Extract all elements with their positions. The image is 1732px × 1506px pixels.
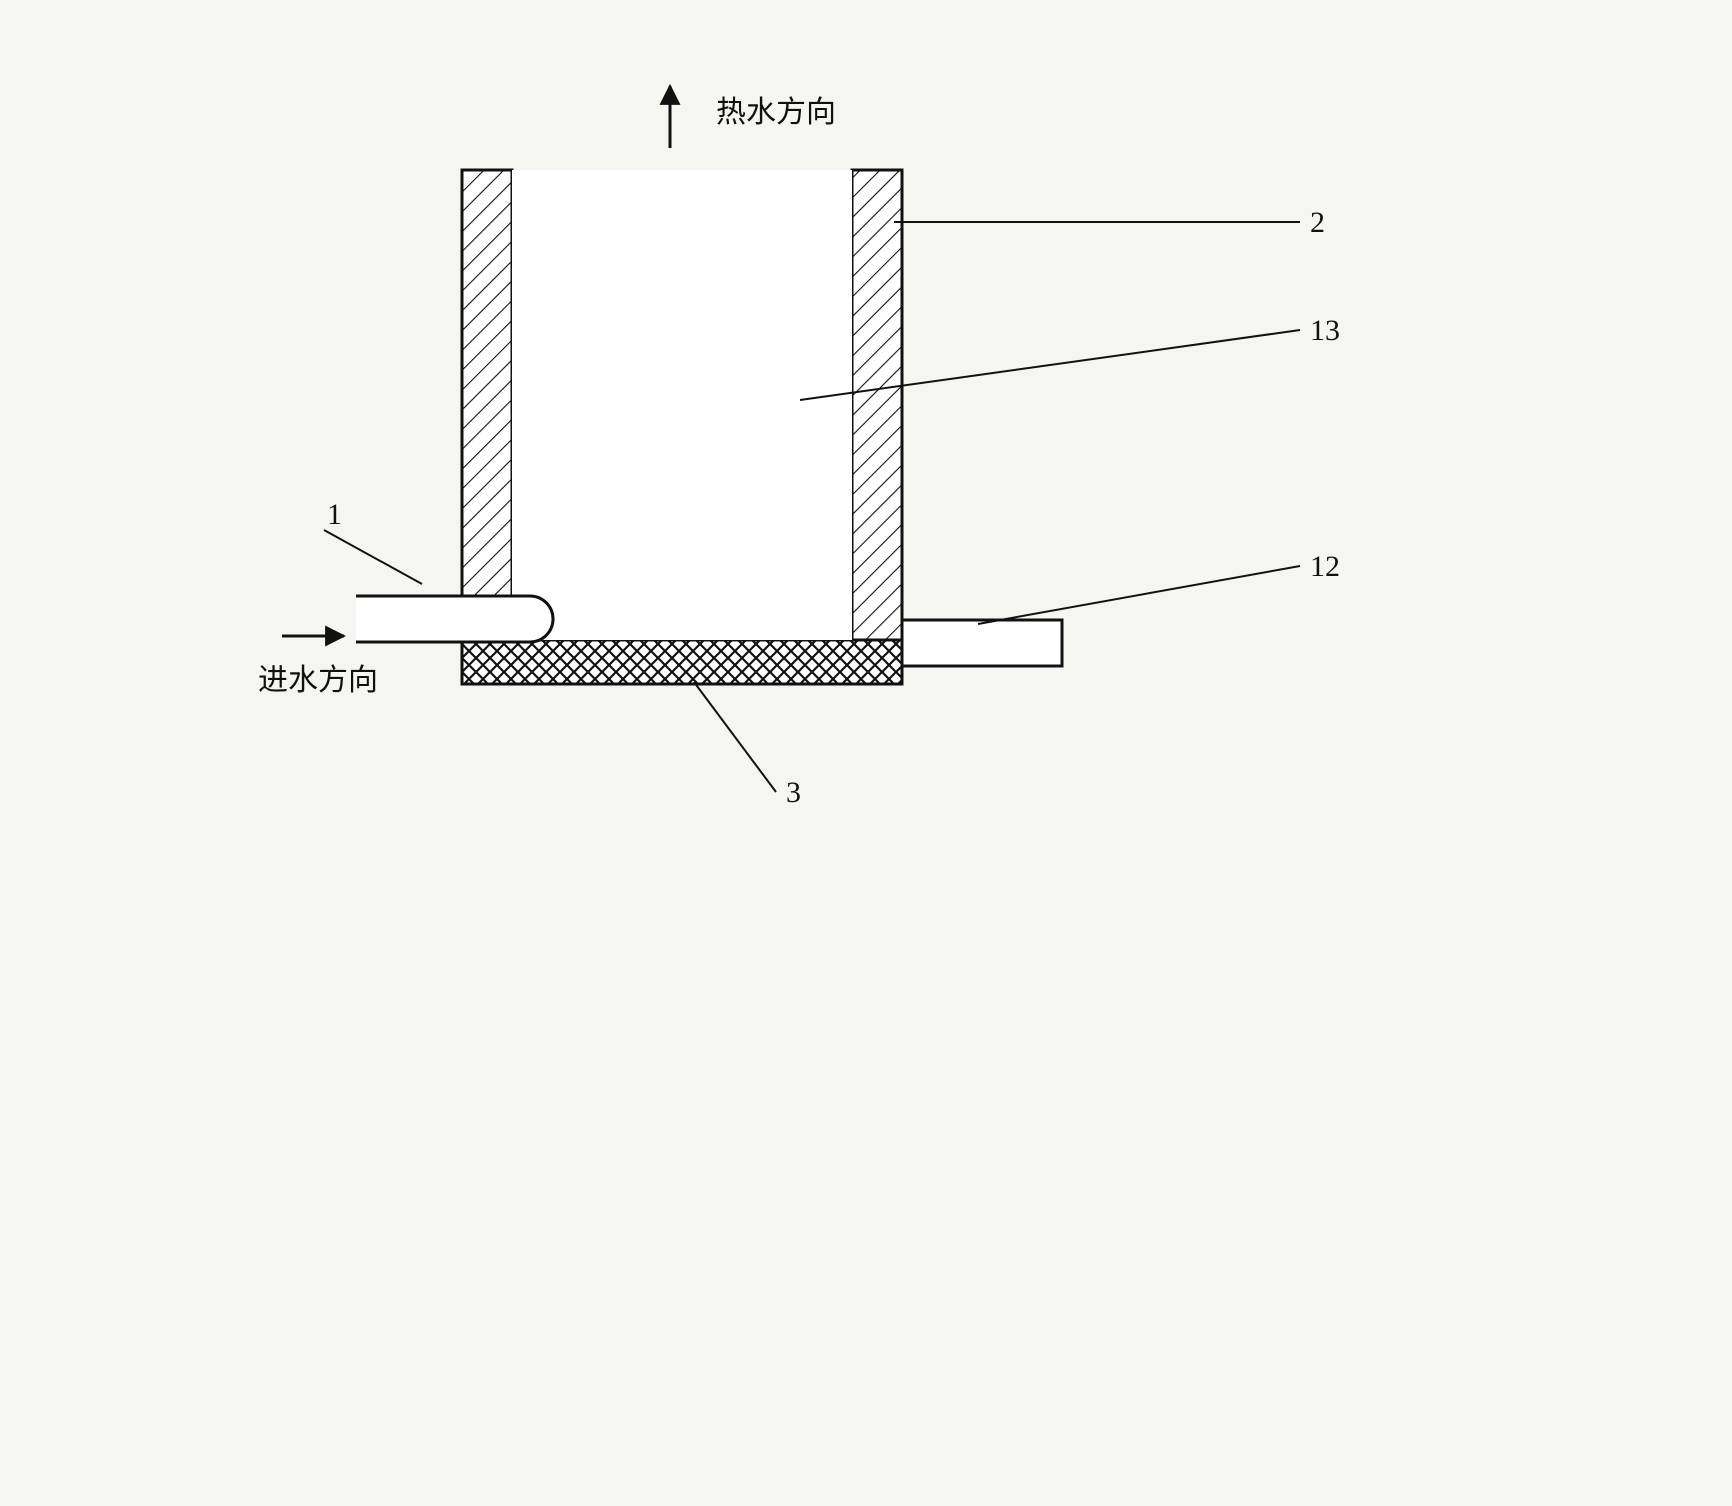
callout-12-label: 12 (1310, 550, 1340, 583)
callout-1-label: 1 (327, 498, 342, 531)
vessel-bottom-slab (462, 640, 902, 684)
callout-13-label: 13 (1310, 314, 1340, 347)
callout-3-leader (694, 682, 776, 792)
callout-2-label: 2 (1310, 206, 1325, 239)
right-ledge (902, 620, 1062, 666)
callout-1-leader (324, 530, 422, 584)
vessel-right-wall (852, 170, 902, 640)
inlet-pipe (356, 596, 553, 642)
callout-12-leader (978, 566, 1300, 624)
hot-water-label: 热水方向 (716, 96, 836, 129)
vessel-inner-cavity (512, 170, 852, 640)
callout-3-label: 3 (786, 776, 801, 809)
inlet-label: 进水方向 (258, 664, 378, 697)
vessel-left-wall (462, 170, 512, 642)
